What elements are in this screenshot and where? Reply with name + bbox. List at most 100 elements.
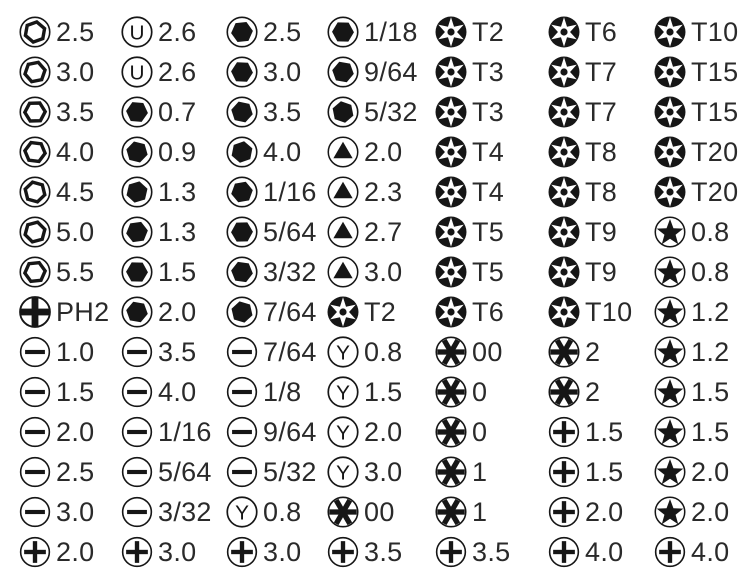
bit-size-label: 3.5 bbox=[56, 96, 95, 127]
bit-cell: T9 bbox=[547, 252, 653, 292]
bit-cell: 2.0 bbox=[653, 452, 749, 492]
slotted-icon bbox=[225, 415, 259, 449]
bit-size-label: 0 bbox=[472, 376, 488, 407]
bit-size-label: 0.8 bbox=[263, 496, 302, 527]
bit-size-label: T9 bbox=[585, 256, 618, 287]
bit-size-label: 5/32 bbox=[263, 456, 317, 487]
bit-cell: T7 bbox=[547, 92, 653, 132]
bit-cell: T15 bbox=[653, 52, 749, 92]
bit-size-label: PH2 bbox=[56, 296, 110, 327]
torx-security-icon bbox=[653, 135, 687, 169]
bit-cell: 3.5 bbox=[225, 92, 326, 132]
bit-cell: 4.0 bbox=[120, 372, 225, 412]
slotted-icon bbox=[120, 375, 154, 409]
bit-cell: 1.5 bbox=[18, 372, 120, 412]
bit-size-label: 2.0 bbox=[56, 416, 95, 447]
triangle-icon bbox=[326, 135, 360, 169]
torx-security-icon bbox=[547, 255, 581, 289]
hex-icon bbox=[225, 135, 259, 169]
bit-size-label: 5/64 bbox=[158, 456, 212, 487]
bit-size-label: 2.0 bbox=[691, 496, 730, 527]
torx-security-icon bbox=[547, 55, 581, 89]
bit-size-label: 1.5 bbox=[691, 416, 730, 447]
bit-size-label: 3.5 bbox=[158, 336, 197, 367]
bit-size-label: 1.2 bbox=[691, 296, 730, 327]
slotted-icon bbox=[18, 415, 52, 449]
bit-size-label: 2.0 bbox=[56, 536, 95, 567]
torx-security-icon bbox=[653, 95, 687, 129]
bit-size-label: 2.0 bbox=[364, 416, 403, 447]
svg-text:Y: Y bbox=[336, 422, 350, 445]
bit-cell: T2 bbox=[434, 12, 547, 52]
hex-icon bbox=[225, 175, 259, 209]
torx-security-icon bbox=[326, 295, 360, 329]
bit-cell: 1.2 bbox=[653, 332, 749, 372]
bit-size-label: 2 bbox=[585, 376, 601, 407]
bit-size-label: 2.0 bbox=[585, 496, 624, 527]
bit-cell: 3/32 bbox=[225, 252, 326, 292]
bit-size-label: T9 bbox=[585, 216, 618, 247]
bit-size-label: 2.5 bbox=[56, 16, 95, 47]
bit-size-label: T5 bbox=[472, 216, 505, 247]
bit-cell: T4 bbox=[434, 132, 547, 172]
bit-cell: 2 bbox=[547, 332, 653, 372]
asterisk-icon bbox=[434, 495, 468, 529]
bit-cell: T5 bbox=[434, 252, 547, 292]
bit-size-label: 3.0 bbox=[364, 456, 403, 487]
torx-security-icon bbox=[434, 255, 468, 289]
torx-security-icon bbox=[547, 135, 581, 169]
bit-cell: 1.5 bbox=[653, 372, 749, 412]
bit-cell: 1/8 bbox=[225, 372, 326, 412]
hex-icon bbox=[120, 295, 154, 329]
bit-cell: 2.0 bbox=[547, 492, 653, 532]
asterisk-icon bbox=[434, 335, 468, 369]
hex-icon bbox=[225, 295, 259, 329]
bit-cell: T5 bbox=[434, 212, 547, 252]
bit-cell: 1.5 bbox=[547, 452, 653, 492]
bit-cell: 1.5 bbox=[547, 412, 653, 452]
bit-size-label: T10 bbox=[691, 16, 739, 47]
bit-size-label: T20 bbox=[691, 136, 739, 167]
bit-cell: T9 bbox=[547, 212, 653, 252]
bit-size-label: 0.7 bbox=[158, 96, 197, 127]
hex-icon bbox=[326, 55, 360, 89]
bit-cell: 1.5 bbox=[653, 412, 749, 452]
bit-cell: 5/64 bbox=[120, 452, 225, 492]
bit-size-label: 2.6 bbox=[158, 56, 197, 87]
triangle-icon bbox=[326, 175, 360, 209]
svg-text:U: U bbox=[130, 62, 145, 85]
bit-size-label: 4.0 bbox=[158, 376, 197, 407]
star-5-icon bbox=[653, 255, 687, 289]
hex-socket-icon bbox=[18, 135, 52, 169]
bit-size-label: T8 bbox=[585, 136, 618, 167]
torx-security-icon bbox=[653, 15, 687, 49]
bit-cell: 2.0 bbox=[18, 532, 120, 572]
bit-cell: 5/32 bbox=[225, 452, 326, 492]
asterisk-icon bbox=[434, 455, 468, 489]
bit-size-label: 1.3 bbox=[158, 216, 197, 247]
hex-socket-icon bbox=[18, 95, 52, 129]
slotted-icon bbox=[18, 455, 52, 489]
torx-security-icon bbox=[653, 55, 687, 89]
torx-security-icon bbox=[547, 215, 581, 249]
bit-cell: 9/64 bbox=[225, 412, 326, 452]
bit-size-label: 0.9 bbox=[158, 136, 197, 167]
hex-socket-icon bbox=[18, 255, 52, 289]
asterisk-icon bbox=[547, 375, 581, 409]
phillips-icon bbox=[547, 415, 581, 449]
bit-size-label: 5.0 bbox=[56, 216, 95, 247]
bit-cell: Y 1.5 bbox=[326, 372, 434, 412]
bit-size-label: 1.5 bbox=[691, 376, 730, 407]
svg-text:Y: Y bbox=[336, 382, 350, 405]
bit-cell: T6 bbox=[547, 12, 653, 52]
bit-cell: 1/18 bbox=[326, 12, 434, 52]
bit-size-label: 4.0 bbox=[585, 536, 624, 567]
bit-size-label: 4.0 bbox=[263, 136, 302, 167]
torx-security-icon bbox=[434, 295, 468, 329]
bit-size-label: 3.0 bbox=[56, 496, 95, 527]
bit-cell: U 2.6 bbox=[120, 52, 225, 92]
bit-size-label: T6 bbox=[472, 296, 505, 327]
bit-cell: 3.0 bbox=[18, 492, 120, 532]
bit-cell: 2.0 bbox=[326, 132, 434, 172]
